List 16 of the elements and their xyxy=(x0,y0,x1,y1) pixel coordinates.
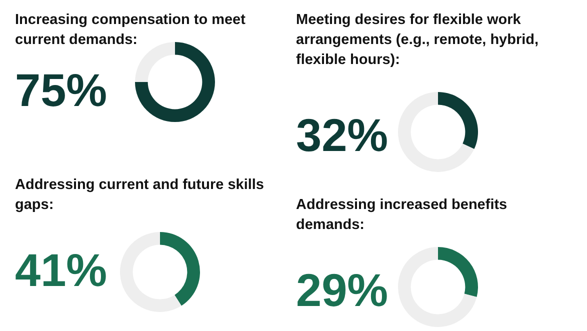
donut-slice xyxy=(438,247,478,297)
text: 29% xyxy=(296,264,388,316)
donut-slice xyxy=(438,92,478,150)
chart-title: Meeting desires for flexible work arrangements (e.g., remote, hybrid, flexible hours): xyxy=(296,11,540,70)
chart-title: Addressing current and future skills gaps: xyxy=(15,176,265,215)
donut-slice xyxy=(398,92,474,172)
chart-title: Increasing compensation to meet current demands: xyxy=(15,11,246,50)
text: 32% xyxy=(296,109,388,161)
chart-title: Addressing increased benefits demands: xyxy=(296,196,508,235)
donut-slice xyxy=(160,232,200,306)
text: 41% xyxy=(15,244,108,296)
text: 75% xyxy=(15,64,108,116)
donut-slice xyxy=(398,247,477,327)
donut-slice xyxy=(120,232,182,312)
donut-slice xyxy=(135,42,215,122)
donut-slice xyxy=(135,42,175,82)
